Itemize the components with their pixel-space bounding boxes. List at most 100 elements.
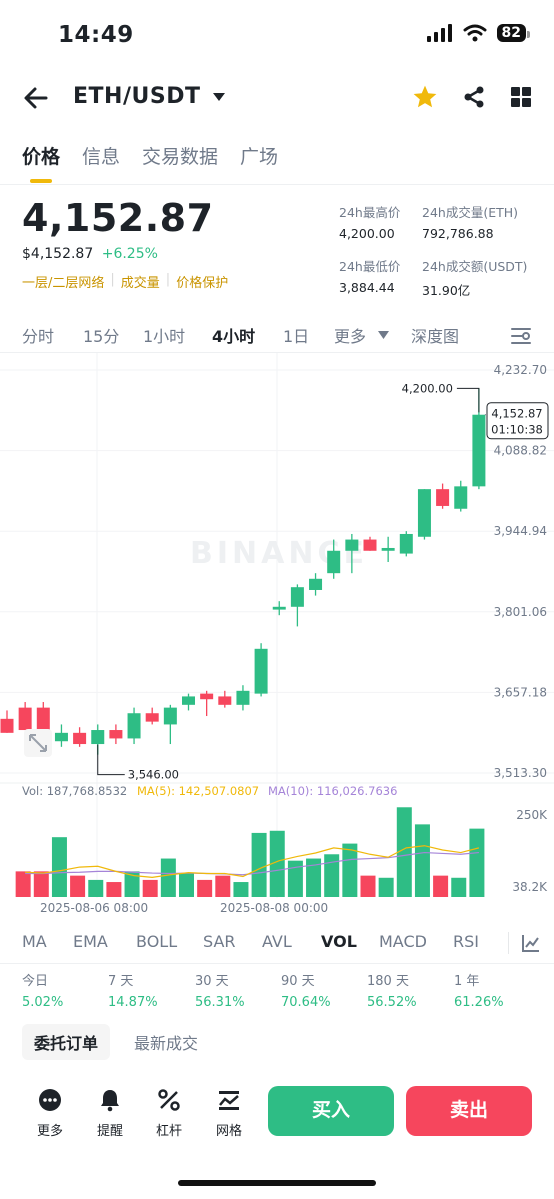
candle-body [200,693,214,700]
volume-ma5-label: MA(5): 142,507.0807 [137,784,259,798]
alert-label: 提醒 [96,1124,123,1139]
indicator-rsi[interactable]: RSI [453,932,479,951]
volume-bar [88,879,104,897]
candle-body [127,713,141,739]
high-marker-line [456,387,480,413]
back-arrow-icon[interactable] [22,84,50,112]
volume-bar [269,830,285,897]
vol-eth-label: 24h成交量(ETH) [422,205,519,220]
volume-bar [342,843,358,897]
volume-bar [70,875,86,897]
zoom-expand-icon[interactable] [24,729,52,757]
home-indicator [178,1180,376,1186]
volume-bar [396,807,412,897]
y-axis-tick: 3,801.06 [494,605,547,619]
tab-info[interactable]: 信息 [82,146,121,168]
price-chart[interactable]: BINANCE 4,232.70 4,088.82 3,944.94 3,801.06… [0,353,554,913]
tab-trading-data[interactable]: 交易数据 [142,146,219,168]
indicator-boll[interactable]: BOLL [136,932,178,951]
indicator-selector: MA EMA BOLL SAR AVL VOL MACD RSI [0,928,554,958]
caret-down-icon[interactable] [212,92,226,102]
tab-price[interactable]: 价格 [22,142,60,183]
chart-settings-icon[interactable] [510,326,532,346]
tag-layer-network[interactable]: 一层/二层网络 [22,276,105,291]
volume-ma5-line [25,845,480,878]
last-price-box [486,402,549,440]
indicator-vol[interactable]: VOL [321,932,357,951]
candles [0,388,486,755]
grid-trading-icon [219,1091,239,1110]
alert-button[interactable]: 提醒 [85,1088,135,1139]
indicator-ema[interactable]: EMA [73,932,108,951]
volume-bar [324,854,340,897]
volume-bar [414,824,430,897]
high-marker-label: 4,200.00 [402,381,453,395]
interval-more[interactable]: 更多 [334,327,367,346]
grid-layout-icon[interactable] [510,86,532,108]
tab-square[interactable]: 广场 [240,146,279,168]
trading-pair-title[interactable]: ETH/USDT [73,84,201,109]
volume-bar [179,873,194,897]
buy-button[interactable]: 买入 [268,1086,394,1136]
divider [0,184,554,185]
candle-body [363,539,377,551]
usd-price: $4,152.87 [22,246,94,262]
interval-timeline[interactable]: 分时 [22,327,55,346]
divider [508,932,509,954]
volume-bar [360,875,376,897]
perf-1y: 1 年 61.26% [454,970,504,1010]
tab-open-orders[interactable]: 委托订单 [22,1024,111,1060]
caret-down-icon[interactable] [378,331,389,339]
candle-body [18,707,32,731]
grid-trading-button[interactable]: 网格 [204,1088,254,1139]
volume-bar [215,875,231,897]
y-axis-tick: 3,513.30 [494,766,547,780]
candle-body [0,718,14,733]
indicator-ma[interactable]: MA [22,932,47,951]
tag-volume[interactable]: 成交量 [120,276,160,291]
indicator-chart-icon[interactable] [521,933,541,953]
candle-body [236,690,250,705]
last-price-label: 4,152.87 [491,407,542,421]
perf-value: 5.02% [22,995,64,1010]
stats-col-price: 24h最高价 4,200.00 24h最低价 3,884.44 [339,202,400,310]
last-price: 4,152.87 [22,196,214,240]
more-button[interactable]: 更多 [25,1088,75,1139]
divider [0,352,554,353]
perf-today: 今日 5.02% [22,970,63,1010]
volume-bar [451,877,467,897]
low-value: 3,884.44 [339,280,395,295]
grid-label: 网格 [215,1124,242,1139]
vol-eth-value: 792,786.88 [422,226,494,241]
margin-button[interactable]: 杠杆 [144,1088,194,1139]
chart-grid [0,353,554,898]
y-axis-tick: 4,232.70 [494,363,547,377]
indicator-avl[interactable]: AVL [262,932,292,951]
share-icon[interactable] [462,85,486,109]
sell-button[interactable]: 卖出 [406,1086,532,1136]
price-change: +6.25% [101,246,158,262]
candle-body [417,489,431,537]
interval-1h[interactable]: 1小时 [143,327,186,346]
wifi-icon [463,24,487,42]
low-label: 24h最低价 [339,259,401,274]
indicator-macd[interactable]: MACD [379,932,427,951]
bottom-action-bar: 更多 提醒 杠杆 网格 买入 卖出 [0,1078,554,1158]
tab-recent-trades[interactable]: 最新成交 [134,1034,199,1053]
interval-1d[interactable]: 1日 [283,327,310,346]
perf-7d: 7 天 14.87% [108,970,158,1010]
candle-body [381,547,395,551]
interval-15m[interactable]: 15分 [83,327,120,346]
tag-price-protection[interactable]: 价格保护 [176,276,229,291]
indicator-sar[interactable]: SAR [203,932,236,951]
star-icon[interactable] [412,84,438,110]
volume-bars [15,807,485,897]
perf-30d: 30 天 56.31% [195,970,245,1010]
interval-depth[interactable]: 深度图 [411,327,460,346]
volume-bar [378,877,394,897]
y-axis-tick: 3,944.94 [494,524,547,538]
countdown-label: 01:10:38 [491,423,543,437]
volume-ma10-line [25,851,479,876]
volume-bar [233,882,249,897]
interval-4h[interactable]: 4小时 [212,327,256,346]
